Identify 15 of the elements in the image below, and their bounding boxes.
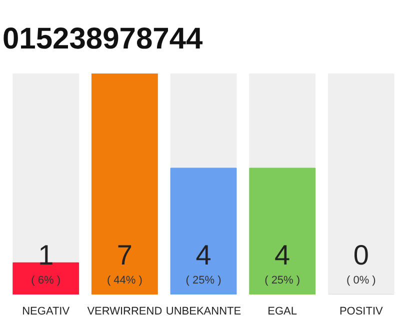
data-label: 7	[116, 240, 132, 270]
data-label: 0	[353, 240, 369, 270]
annotation: ( 6% )	[31, 274, 61, 286]
x-tick-label: EGAL	[268, 306, 298, 318]
chart-title: 015238978744	[2, 22, 204, 56]
data-label: 4	[196, 240, 212, 270]
annotation: ( 0% )	[346, 274, 376, 286]
annotation: ( 44% )	[106, 274, 142, 286]
annotation: ( 25% )	[186, 274, 222, 286]
data-label: 4	[274, 240, 290, 270]
x-tick-label: UNBEKANNTE	[166, 306, 242, 318]
x-tick-label: POSITIV	[339, 306, 384, 318]
x-tick-label: VERWIRREND	[87, 306, 162, 318]
x-tick-label: NEGATIV	[22, 306, 70, 318]
annotation: ( 25% )	[264, 274, 300, 286]
